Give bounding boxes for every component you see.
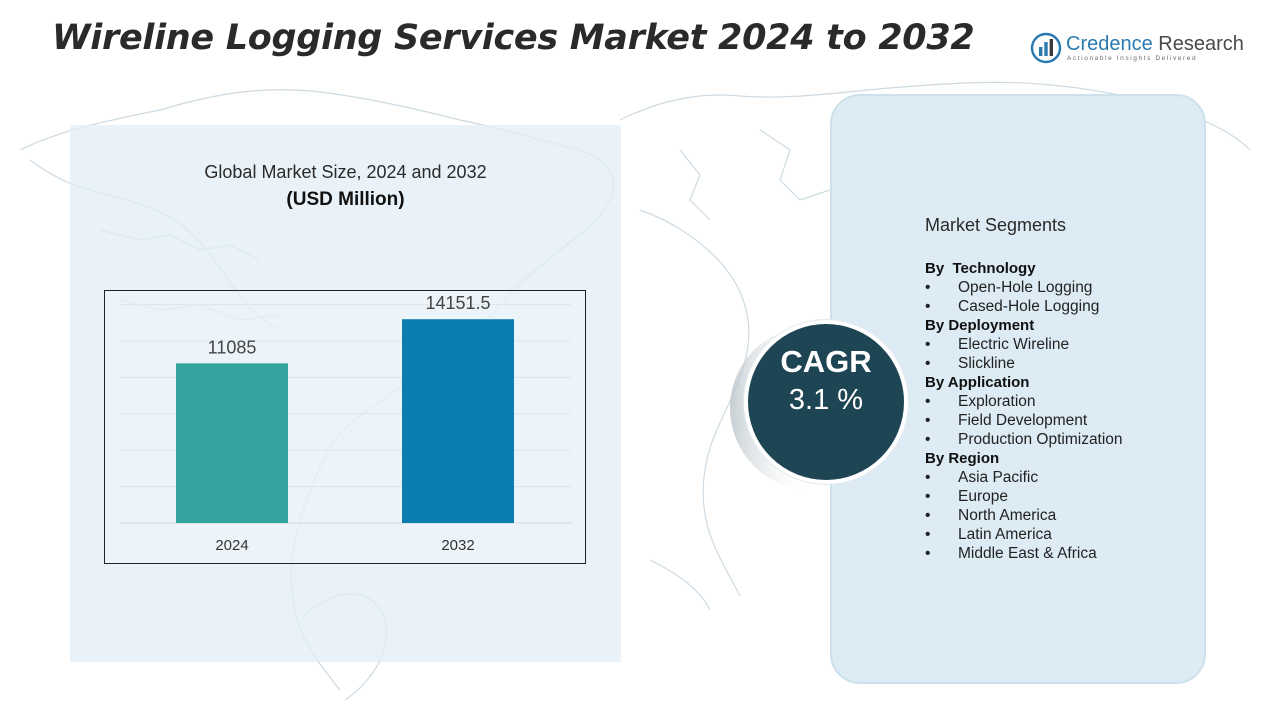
brand-logo: Credence Research Actionable Insights De… [1030, 31, 1244, 71]
page-title: Wireline Logging Services Market 2024 to… [52, 18, 975, 58]
bar-2032 [402, 319, 514, 523]
segment-item: • Production Optimization [925, 430, 1195, 449]
bullet-icon: • [925, 488, 931, 505]
market-size-panel [70, 125, 621, 662]
segment-item-label: Europe [958, 488, 1008, 505]
segment-item: • Europe [925, 487, 1195, 506]
segment-item-label: North America [958, 507, 1057, 524]
bar-chart-svg: 11085 2024 14151.5 2032 [119, 293, 571, 554]
bullet-icon: • [925, 412, 931, 429]
logo-name: Credence Research [1066, 33, 1244, 56]
bullet-icon: • [925, 279, 931, 296]
logo-name-primary: Credence [1066, 33, 1153, 55]
chart-heading: Global Market Size, 2024 and 2032 [204, 162, 487, 182]
segment-item-label: Field Development [958, 412, 1088, 429]
logo-tagline: Actionable Insights Delivered [1067, 55, 1198, 62]
bullet-icon: • [925, 355, 931, 372]
segment-item: • Slickline [925, 354, 1195, 373]
logo-name-secondary: Research [1158, 33, 1244, 55]
segment-item-label: Electric Wireline [958, 336, 1070, 353]
bullet-icon: • [925, 393, 931, 410]
segment-item: • North America [925, 506, 1195, 525]
segment-item: • Middle East & Africa [925, 544, 1195, 563]
bar-chart: 11085 2024 14151.5 2032 [104, 290, 586, 564]
x-tick-label: 2032 [441, 537, 474, 554]
segment-item: • Open-Hole Logging [925, 278, 1195, 297]
x-tick-label: 2024 [215, 537, 248, 554]
bullet-icon: • [925, 298, 931, 315]
cagr-label: CAGR [780, 344, 872, 379]
segment-item-label: Open-Hole Logging [958, 279, 1093, 296]
segment-group-title: By Region [925, 450, 1000, 467]
bullet-icon: • [925, 507, 931, 524]
segment-item: • Exploration [925, 392, 1195, 411]
segment-item: • Latin America [925, 525, 1195, 544]
segment-item-label: Latin America [958, 526, 1052, 543]
segments-title: Market Segments [925, 215, 1067, 235]
segment-item: • Cased-Hole Logging [925, 297, 1195, 316]
bullet-icon: • [925, 431, 931, 448]
cagr-value: 3.1 % [788, 384, 864, 416]
cagr-badge [744, 320, 908, 484]
segment-group-title: By Technology [925, 260, 1036, 277]
segment-item-label: Middle East & Africa [958, 545, 1097, 562]
segments-list: By Technology • Open-Hole Logging • Cased-Ho… [925, 259, 1195, 563]
segment-item: • Asia Pacific [925, 468, 1195, 487]
segment-item-label: Exploration [958, 393, 1036, 410]
bullet-icon: • [925, 469, 931, 486]
data-label: 11085 [208, 337, 257, 357]
segment-item-label: Slickline [958, 355, 1015, 372]
bullet-icon: • [925, 526, 931, 543]
bullet-icon: • [925, 336, 931, 353]
bar-chart-globe-icon [1030, 32, 1062, 64]
bar-2024 [176, 363, 288, 523]
data-label: 14151.5 [425, 293, 490, 313]
chart-unit: (USD Million) [286, 189, 405, 210]
segment-item: • Electric Wireline [925, 335, 1195, 354]
segment-group-title: By Application [925, 374, 1030, 391]
bullet-icon: • [925, 545, 931, 562]
segment-item: • Field Development [925, 411, 1195, 430]
segment-item-label: Production Optimization [958, 431, 1123, 448]
segment-item-label: Cased-Hole Logging [958, 298, 1100, 315]
segment-group-title: By Deployment [925, 317, 1035, 334]
segment-item-label: Asia Pacific [958, 469, 1039, 486]
